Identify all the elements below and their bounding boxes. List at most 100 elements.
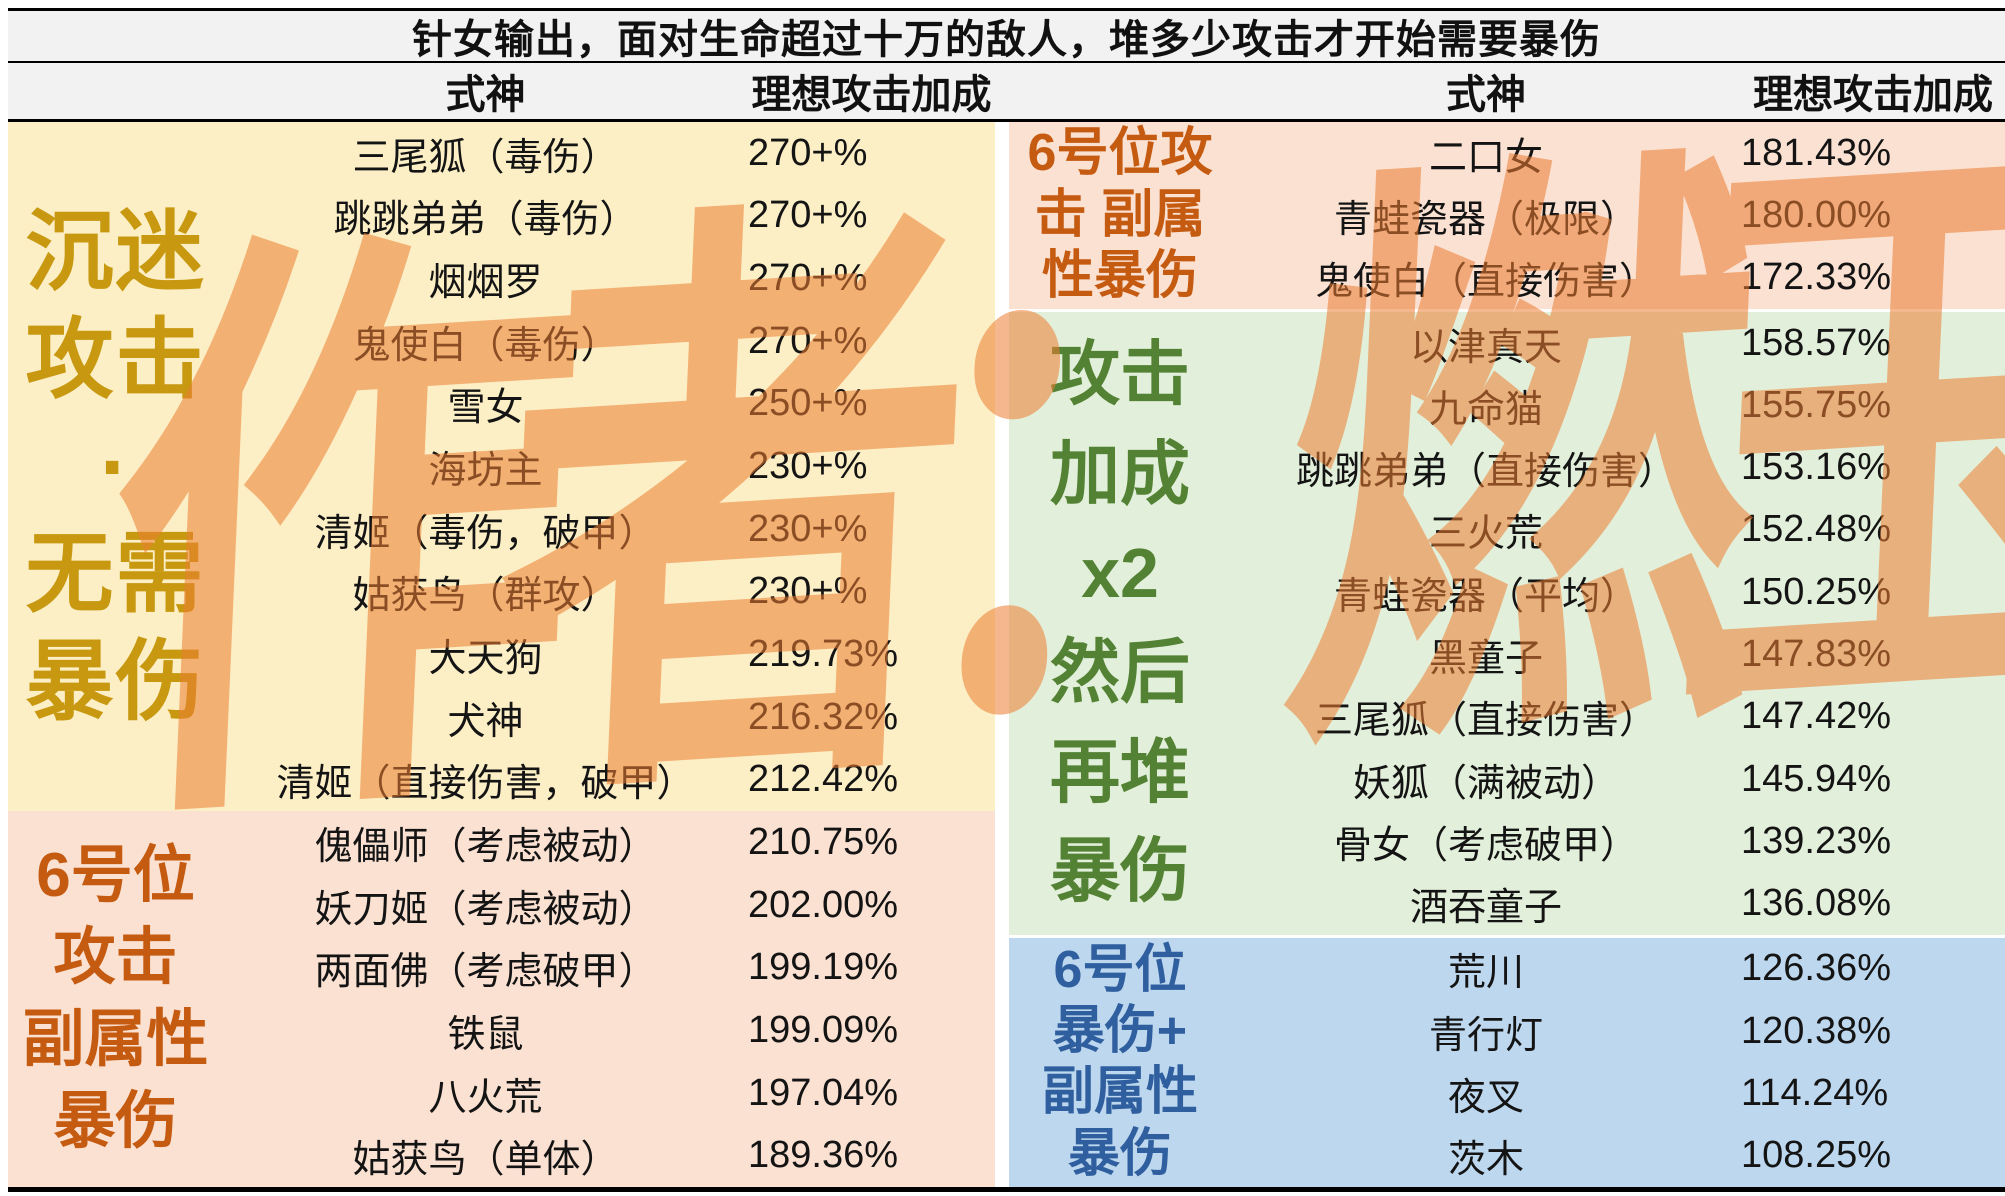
table-row: 夜叉 114.24% xyxy=(1231,1062,2005,1124)
shikigami-name: 清姬（毒伤，破甲） xyxy=(314,512,657,555)
bonus-value: 145.94% xyxy=(1741,757,1892,800)
table-row: 三尾狐（直接伤害） 147.42% xyxy=(1231,686,2005,748)
shikigami-name: 烟烟罗 xyxy=(428,262,543,305)
shikigami-name: 荒川 xyxy=(1447,952,1524,995)
bonus-value: 202.00% xyxy=(748,883,899,926)
table-row: 茨木 108.25% xyxy=(1231,1125,2005,1187)
table-row: 跳跳弟弟（直接伤害） 153.16% xyxy=(1231,436,2005,498)
shikigami-name: 两面佛（考虑破甲） xyxy=(314,951,657,994)
shikigami-name: 八火荒 xyxy=(428,1076,543,1119)
header-spacer xyxy=(8,63,223,119)
column-header-shikigami-left: 式神 xyxy=(445,73,526,117)
table-row: 青蛙瓷器（极限） 180.00% xyxy=(1231,184,2005,246)
shikigami-name: 青蛙瓷器（平均） xyxy=(1333,575,1638,618)
table-row: 二口女 181.43% xyxy=(1231,122,2005,184)
table-row: 雪女 250+% xyxy=(223,373,995,436)
section-rows: 三尾狐（毒伤） 270+% 跳跳弟弟（毒伤） 270+% 烟烟罗 270+% 鬼… xyxy=(223,122,995,811)
table-row: 鬼使白（直接伤害） 172.33% xyxy=(1231,247,2005,309)
shikigami-name: 酒吞童子 xyxy=(1409,887,1562,930)
table-header: 式神 理想攻击加成 式神 理想攻击加成 xyxy=(8,63,2005,122)
section-rows: 二口女 181.43% 青蛙瓷器（极限） 180.00% 鬼使白（直接伤害） 1… xyxy=(1231,122,2005,309)
shikigami-name: 黑童子 xyxy=(1428,638,1543,680)
table-row: 青蛙瓷器（平均） 150.25% xyxy=(1231,561,2005,623)
bonus-value: 270+% xyxy=(748,194,868,237)
shikigami-name: 姑获鸟（群攻） xyxy=(352,575,619,618)
shikigami-name: 雪女 xyxy=(447,387,524,430)
bonus-value: 210.75% xyxy=(748,820,899,863)
shikigami-name: 犬神 xyxy=(447,700,524,743)
table-row: 九命猫 155.75% xyxy=(1231,374,2005,436)
table-row: 姑获鸟（群攻） 230+% xyxy=(223,560,995,623)
bonus-value: 270+% xyxy=(748,257,868,300)
bonus-value: 270+% xyxy=(748,131,868,174)
table-row: 清姬（直接伤害，破甲） 212.42% xyxy=(223,748,995,811)
table-row: 青行灯 120.38% xyxy=(1231,1000,2005,1062)
table-row: 大天狗 219.73% xyxy=(223,623,995,686)
bonus-value: 155.75% xyxy=(1741,383,1892,426)
table-row: 黑童子 147.83% xyxy=(1231,623,2005,685)
table-row: 八火荒 197.04% xyxy=(223,1062,995,1125)
bonus-value: 219.73% xyxy=(748,632,899,675)
table-row: 跳跳弟弟（毒伤） 270+% xyxy=(223,185,995,248)
shikigami-name: 跳跳弟弟（直接伤害） xyxy=(1295,451,1676,494)
bonus-value: 230+% xyxy=(748,507,868,550)
shikigami-name: 九命猫 xyxy=(1428,388,1543,431)
shikigami-name: 姑获鸟（单体） xyxy=(352,1139,619,1182)
page-title: 针女输出，面对生命超过十万的敌人，堆多少攻击才开始需要暴伤 xyxy=(8,11,2005,63)
shikigami-name: 铁鼠 xyxy=(447,1013,524,1056)
bonus-value: 136.08% xyxy=(1741,882,1892,925)
table-row: 以津真天 158.57% xyxy=(1231,312,2005,374)
shikigami-name: 青蛙瓷器（极限） xyxy=(1333,198,1638,241)
shikigami-name: 鬼使白（直接伤害） xyxy=(1314,261,1657,304)
shikigami-name: 青行灯 xyxy=(1428,1014,1543,1057)
section-rows: 荒川 126.36% 青行灯 120.38% 夜叉 114.24% 茨木 108… xyxy=(1231,938,2005,1187)
bonus-value: 158.57% xyxy=(1741,321,1892,364)
shikigami-name: 跳跳弟弟（毒伤） xyxy=(333,199,638,242)
section-slot6-crit-plus-sub-crit: 6号位 暴伤+ 副属性 暴伤 荒川 126.36% 青行灯 120.38% 夜叉… xyxy=(1009,934,2005,1187)
shikigami-name: 傀儡师（考虑被动） xyxy=(314,825,657,868)
bonus-value: 139.23% xyxy=(1741,819,1892,862)
shikigami-name: 茨木 xyxy=(1447,1139,1524,1182)
column-header-bonus-left: 理想攻击加成 xyxy=(751,73,992,117)
shikigami-name: 大天狗 xyxy=(428,637,543,680)
bonus-value: 152.48% xyxy=(1741,508,1892,551)
table-row: 清姬（毒伤，破甲） 230+% xyxy=(223,498,995,561)
bonus-value: 172.33% xyxy=(1741,256,1892,299)
bonus-value: 250+% xyxy=(748,382,868,425)
table-row: 两面佛（考虑破甲） 199.19% xyxy=(223,936,995,999)
table-row: 骨女（考虑破甲） 139.23% xyxy=(1231,810,2005,872)
section-attack-bonus-x2-then-crit: 攻击 加成 x2 然后 再堆 暴伤 以津真天 158.57% 九命猫 155.7… xyxy=(1009,308,2005,935)
section-label-slot6-attack-sub-crit-left: 6号位 攻击 副属性 暴伤 xyxy=(22,841,209,1156)
shikigami-name: 夜叉 xyxy=(1447,1077,1524,1120)
bonus-value: 153.16% xyxy=(1741,446,1892,489)
shikigami-name: 海坊主 xyxy=(428,450,543,493)
bonus-value: 199.19% xyxy=(748,946,899,989)
shikigami-name: 妖刀姬（考虑被动） xyxy=(314,888,657,931)
bonus-value: 189.36% xyxy=(748,1134,899,1177)
section-label-attack-bonus-x2-then-crit: 攻击 加成 x2 然后 再堆 暴伤 xyxy=(1050,335,1190,911)
bonus-value: 126.36% xyxy=(1741,947,1892,990)
left-table: 沉迷 攻击 · 无需 暴伤 三尾狐（毒伤） 270+% 跳跳弟弟（毒伤） 270… xyxy=(8,122,995,1187)
shikigami-name: 鬼使白（毒伤） xyxy=(352,324,619,367)
bonus-value: 199.09% xyxy=(748,1008,899,1051)
section-slot6-attack-sub-crit-right: 6号位攻 击 副属 性暴伤 二口女 181.43% 青蛙瓷器（极限） 180.0… xyxy=(1009,122,2005,309)
table-row: 荒川 126.36% xyxy=(1231,938,2005,1000)
table-row: 傀儡师（考虑被动） 210.75% xyxy=(223,811,995,874)
right-table: 6号位攻 击 副属 性暴伤 二口女 181.43% 青蛙瓷器（极限） 180.0… xyxy=(1009,122,2005,1187)
section-rows: 以津真天 158.57% 九命猫 155.75% 跳跳弟弟（直接伤害） 153.… xyxy=(1231,312,2005,935)
shikigami-name: 骨女（考虑破甲） xyxy=(1333,824,1638,867)
shikigami-name: 妖狐（满被动） xyxy=(1352,762,1619,805)
table-sheet: 针女输出，面对生命超过十万的敌人，堆多少攻击才开始需要暴伤 式神 理想攻击加成 … xyxy=(8,8,2005,1192)
shikigami-name: 三火荒 xyxy=(1428,513,1543,556)
table-row: 姑获鸟（单体） 189.36% xyxy=(223,1124,995,1187)
shikigami-name: 以津真天 xyxy=(1409,326,1562,369)
bonus-value: 150.25% xyxy=(1741,570,1892,613)
bonus-value: 230+% xyxy=(748,570,868,613)
table-row: 三尾狐（毒伤） 270+% xyxy=(223,122,995,185)
table-body: 沉迷 攻击 · 无需 暴伤 三尾狐（毒伤） 270+% 跳跳弟弟（毒伤） 270… xyxy=(8,122,2005,1187)
section-label-slot6-attack-sub-crit-right: 6号位攻 击 副属 性暴伤 xyxy=(1027,124,1213,306)
table-row: 鬼使白（毒伤） 270+% xyxy=(223,310,995,373)
column-header-bonus-right: 理想攻击加成 xyxy=(1753,73,1993,117)
bonus-value: 147.42% xyxy=(1741,695,1892,738)
bonus-value: 120.38% xyxy=(1741,1009,1892,1052)
